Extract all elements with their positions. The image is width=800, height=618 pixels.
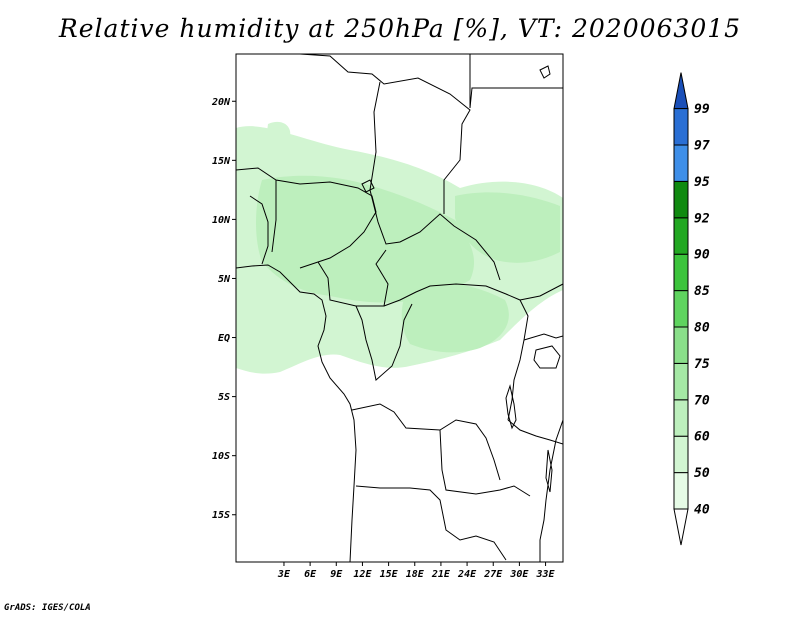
drc-north-border <box>355 303 413 381</box>
colorbar-label: 40 <box>694 503 710 518</box>
colorbar-label: 99 <box>694 102 710 117</box>
map-frame <box>235 53 564 563</box>
zambia-border <box>439 429 531 497</box>
lon-tick-label: 12E <box>353 569 372 580</box>
colorbar-label: 95 <box>694 175 710 190</box>
colorbar-segment <box>673 290 689 328</box>
colorbar-label: 70 <box>694 393 710 408</box>
colorbar-segment <box>673 362 689 401</box>
colorbar-segment <box>673 253 689 292</box>
lat-tick-label: 10N <box>212 215 231 226</box>
colorbar-label: 92 <box>694 211 710 226</box>
colorbar-segment <box>673 108 689 146</box>
east-africa-coastline <box>539 419 563 562</box>
colorbar-label: 60 <box>694 430 710 445</box>
lat-tick-label: 10S <box>212 451 230 462</box>
colorbar-segment <box>673 180 689 219</box>
lon-tick-label: 18E <box>406 569 425 580</box>
colorbar-over-arrow <box>673 72 689 110</box>
colorbar-segment <box>673 399 689 437</box>
lon-tick-label: 33E <box>536 569 556 580</box>
humidity-region-north-patch <box>266 121 291 145</box>
east-lakes-border <box>507 299 529 421</box>
latitude-axis: 20N 15N 10N 5N EQ 5S 10S 15S <box>211 97 236 521</box>
colorbar-segment <box>673 326 689 364</box>
southern-border <box>355 485 507 561</box>
humidity-region-congo <box>401 282 509 353</box>
humidity-field <box>236 121 563 374</box>
lon-tick-label: 21E <box>431 569 451 580</box>
grads-credit: GrADS: IGES/COLA <box>4 603 91 613</box>
libya-sudan-border <box>299 54 471 214</box>
red-sea-island <box>539 65 551 79</box>
map-title: Relative humidity at 250hPa [%], VT: 202… <box>58 14 742 43</box>
lat-tick-label: EQ <box>218 333 230 344</box>
colorbar-segment <box>673 217 689 255</box>
lon-tick-label: 30E <box>509 569 529 580</box>
colorbar-under-arrow <box>673 508 689 546</box>
colorbar-label: 80 <box>694 321 710 336</box>
colorbar-segment <box>673 144 689 182</box>
west-inner-border <box>249 180 277 265</box>
lake-chad <box>361 179 375 193</box>
lon-tick-label: 24E <box>457 569 477 580</box>
colorbar-label: 85 <box>694 284 710 299</box>
lat-tick-label: 15N <box>212 156 231 167</box>
congo-basin-border <box>383 283 521 307</box>
colorbar-label: 50 <box>694 466 710 481</box>
lat-tick-label: 15S <box>212 510 230 521</box>
lon-tick-label: 9E <box>330 569 343 580</box>
central-african-border <box>317 249 389 307</box>
tanzania-border <box>507 419 563 445</box>
lake-victoria <box>533 345 561 369</box>
colorbar-label: 97 <box>694 139 710 154</box>
lon-tick-label: 15E <box>380 569 399 580</box>
chad-border <box>369 81 501 281</box>
colorbar-segment <box>673 472 689 510</box>
lon-tick-label: 27E <box>483 569 503 580</box>
lake-tanganyika <box>505 384 517 430</box>
egypt-border <box>469 54 563 109</box>
colorbar: 40 50 60 70 75 80 85 90 92 95 97 99 <box>673 72 710 546</box>
lat-tick-label: 20N <box>211 97 231 108</box>
west-africa-coastline <box>236 264 357 562</box>
angola-border <box>351 403 501 481</box>
lake-malawi <box>545 449 553 493</box>
map-borders <box>236 54 563 562</box>
lon-tick-label: 6E <box>304 569 317 580</box>
kenya-border <box>519 283 563 341</box>
lat-tick-label: 5S <box>218 392 230 403</box>
lon-tick-label: 3E <box>277 569 291 580</box>
colorbar-label: 90 <box>694 248 710 263</box>
colorbar-segment <box>673 435 689 474</box>
humidity-region-core <box>256 175 475 303</box>
colorbar-label: 75 <box>694 357 710 372</box>
humidity-region-east <box>455 192 560 263</box>
longitude-axis: 3E 6E 9E 12E 15E 18E 21E 24E 27E 30E 33E <box>277 562 556 580</box>
lat-tick-label: 5N <box>218 274 231 285</box>
